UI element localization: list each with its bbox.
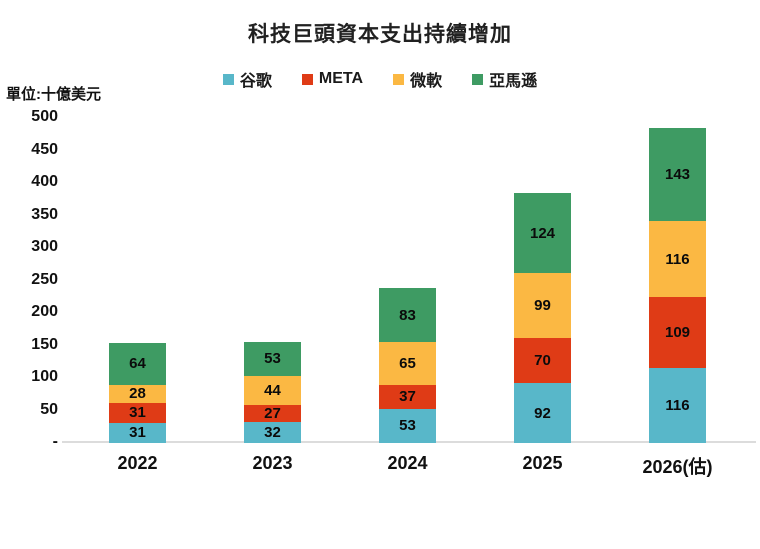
y-axis-tick-label: - (52, 433, 58, 450)
segment-value-label: 99 (534, 297, 551, 315)
segment-value-label: 31 (129, 404, 146, 422)
bar-slot: 53 37 65 83 (340, 118, 475, 443)
stacked-bar: 53 37 65 83 (379, 288, 436, 443)
stacked-bar: 31 31 28 64 (109, 342, 166, 443)
segment-value-label: 143 (664, 166, 691, 184)
x-axis-category-label: 2022 (117, 453, 158, 473)
y-axis-tick-label: 350 (31, 205, 58, 223)
legend-swatch-icon (472, 73, 484, 85)
x-axis-category-label: 2023 (252, 453, 293, 473)
x-axis-category-label: 2024 (387, 453, 428, 473)
bar-slot: 116 109 116 143 (610, 118, 745, 443)
segment-value-label: 92 (534, 404, 551, 422)
segment-value-label: 116 (665, 396, 690, 414)
bar-segment: 44 (244, 376, 301, 405)
bar-slot: 92 70 99 124 (475, 118, 610, 443)
segment-value-label: 83 (399, 306, 416, 324)
bar-segment: 92 (514, 383, 571, 443)
y-axis-tick-label: 500 (31, 108, 58, 125)
y-axis-tick-label: 200 (31, 303, 58, 320)
y-axis-tick-label: 450 (31, 140, 58, 158)
bar-segment: 28 (109, 384, 166, 403)
bar-segment: 143 (649, 128, 706, 222)
x-axis-category-label: 2026(估) (642, 457, 713, 477)
segment-value-label: 32 (264, 424, 281, 442)
chart-title: 科技巨頭資本支出持續增加 (248, 23, 512, 46)
y-axis-tick-label: 300 (31, 238, 58, 255)
bar-segment: 116 (649, 221, 706, 297)
legend-item: 谷歌 (222, 67, 272, 91)
segment-value-label: 44 (264, 381, 281, 399)
legend-label: 微軟 (410, 73, 443, 90)
segment-value-label: 65 (399, 354, 416, 372)
x-axis-labels: 2022 2023 2024 2025 2026(估) (70, 453, 745, 479)
legend-swatch-icon (301, 73, 313, 85)
legend-swatch-icon (222, 73, 234, 85)
legend: 谷歌 META 微軟 亞馬遜 (0, 67, 760, 91)
legend-label: META (318, 70, 364, 87)
segment-value-label: 31 (129, 424, 146, 442)
y-axis-tick-label: 100 (31, 368, 58, 385)
segment-value-label: 124 (529, 224, 556, 242)
bar-slot: 32 27 44 53 (205, 118, 340, 443)
bar-segment: 109 (649, 296, 706, 368)
stacked-bar: 32 27 44 53 (244, 341, 301, 443)
bar-segment: 37 (379, 384, 436, 409)
legend-item: 微軟 (393, 67, 442, 91)
legend-item: META (301, 70, 364, 88)
bar-segment: 116 (649, 367, 706, 443)
y-axis-tick-label: 400 (31, 173, 58, 190)
segment-value-label: 109 (664, 323, 691, 341)
legend-swatch-icon (393, 73, 405, 85)
segment-value-label: 53 (399, 417, 416, 435)
bar-segment: 27 (244, 404, 301, 423)
segment-value-label: 27 (264, 404, 281, 422)
segment-value-label: 28 (129, 385, 146, 403)
bar-segment: 99 (514, 273, 571, 338)
segment-value-label: 37 (399, 388, 416, 406)
bar-segment: 70 (514, 337, 571, 384)
legend-item: 亞馬遜 (472, 67, 537, 91)
bar-segment: 83 (379, 288, 436, 343)
segment-value-label: 64 (129, 355, 146, 373)
segment-value-label: 53 (264, 350, 281, 368)
plot-area: 31 31 28 64 32 27 44 53 53 37 65 83 92 70 99 124 116 109 1… (70, 118, 745, 443)
y-axis-tick-label: 50 (40, 400, 58, 418)
bar-segment: 53 (244, 341, 301, 377)
bar-segment: 64 (109, 342, 166, 385)
legend-label: 谷歌 (239, 73, 272, 90)
unit-label: 單位:十億美元 (6, 86, 101, 103)
bar-segment: 31 (109, 402, 166, 423)
bar-segment: 65 (379, 342, 436, 385)
bar-segment: 32 (244, 422, 301, 443)
stacked-bar: 116 109 116 143 (649, 128, 706, 443)
bar-segment: 53 (379, 408, 436, 443)
bar-segment: 31 (109, 422, 166, 443)
legend-label: 亞馬遜 (489, 73, 538, 90)
x-axis-category-label: 2025 (522, 453, 563, 473)
bar-slot: 31 31 28 64 (70, 118, 205, 443)
bar-segment: 124 (514, 192, 571, 274)
segment-value-label: 70 (534, 351, 551, 369)
segment-value-label: 116 (665, 250, 690, 268)
y-axis-tick-label: 150 (31, 335, 58, 353)
stacked-bar: 92 70 99 124 (514, 192, 571, 443)
y-axis-tick-label: 250 (31, 270, 58, 288)
